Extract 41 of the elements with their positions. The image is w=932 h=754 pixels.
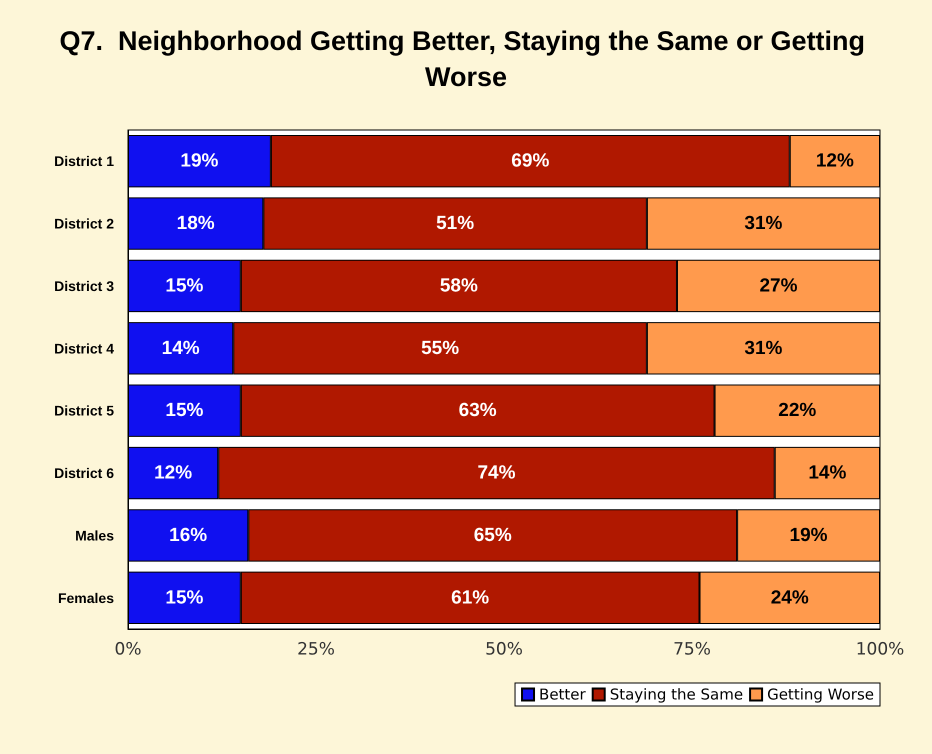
y-tick-label: District 4 — [54, 340, 114, 356]
data-label: 24% — [770, 587, 809, 608]
data-label: 19% — [790, 524, 828, 546]
data-label: 27% — [759, 275, 798, 296]
data-label: 19% — [180, 150, 219, 172]
data-label: 16% — [169, 524, 208, 546]
data-label: 15% — [165, 275, 204, 296]
data-label: 74% — [477, 462, 516, 484]
x-tick-label: 100% — [856, 640, 904, 660]
y-tick-label: District 5 — [54, 402, 114, 419]
data-label: 65% — [474, 524, 512, 546]
data-label: 14% — [162, 338, 200, 359]
x-tick-label: 25% — [297, 640, 335, 660]
data-label: 55% — [421, 338, 460, 359]
data-label: 63% — [458, 400, 497, 422]
data-label: 14% — [808, 462, 846, 484]
x-tick-label: 0% — [114, 640, 142, 660]
data-label: 22% — [778, 400, 816, 422]
data-label: 69% — [511, 150, 550, 172]
data-label: 31% — [744, 338, 783, 359]
data-label: 61% — [451, 587, 490, 608]
data-label: 12% — [816, 150, 854, 172]
chart-title: Q7. Neighborhood Getting Better, Staying the Same or Getting Worse — [59, 26, 873, 92]
y-tick-label: District 1 — [54, 153, 114, 170]
data-label: 15% — [165, 400, 204, 422]
y-tick-label: Females — [58, 590, 114, 606]
y-tick-label: District 6 — [54, 465, 114, 482]
x-tick-label: 75% — [673, 640, 711, 660]
x-tick-label: 50% — [485, 640, 523, 660]
legend-label: Getting Worse — [767, 686, 874, 704]
y-tick-label: District 3 — [54, 278, 114, 294]
y-tick-label: District 2 — [54, 216, 114, 232]
data-label: 15% — [165, 587, 204, 608]
legend-label: Staying the Same — [610, 686, 744, 704]
data-label: 51% — [436, 213, 474, 234]
data-label: 12% — [154, 462, 192, 484]
data-label: 58% — [440, 275, 478, 296]
data-label: 18% — [176, 213, 215, 234]
legend-label: Better — [539, 686, 587, 704]
data-label: 31% — [744, 213, 783, 234]
y-tick-label: Males — [75, 527, 114, 544]
